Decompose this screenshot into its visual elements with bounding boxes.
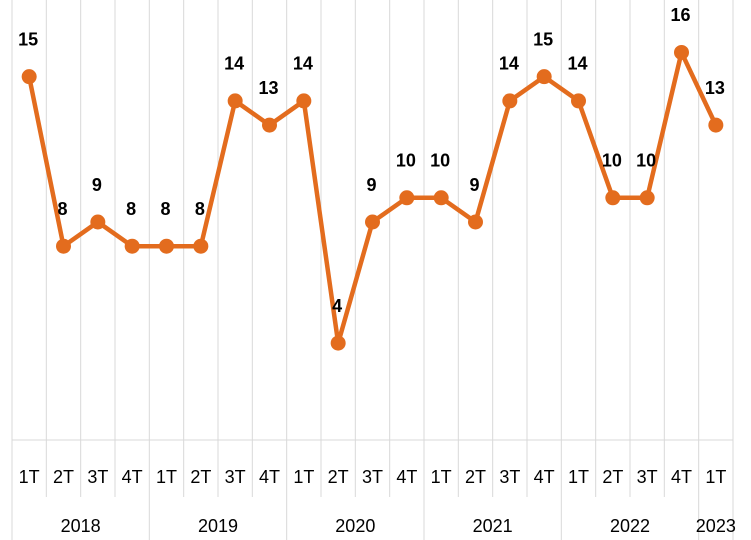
data-label: 14 — [567, 54, 587, 74]
marker — [571, 93, 586, 109]
x-tick-label: 1T — [156, 467, 177, 487]
x-tick-label: 1T — [19, 467, 40, 487]
marker — [468, 214, 483, 230]
marker — [124, 238, 140, 254]
marker — [639, 190, 655, 206]
x-tick-label: 3T — [225, 467, 246, 487]
data-label: 16 — [670, 5, 690, 25]
data-label: 13 — [705, 78, 725, 98]
x-tick-label: 4T — [671, 467, 692, 487]
x-tick-label: 3T — [362, 467, 383, 487]
marker — [399, 190, 415, 206]
x-tick-label: 1T — [431, 467, 452, 487]
x-group-label: 2022 — [610, 516, 650, 536]
data-label: 8 — [160, 199, 170, 219]
data-label: 10 — [602, 151, 622, 171]
data-label: 15 — [18, 29, 38, 49]
x-tick-label: 2T — [190, 467, 211, 487]
marker — [296, 93, 312, 109]
data-label: 9 — [92, 175, 102, 195]
data-label: 13 — [258, 78, 278, 98]
marker — [708, 117, 724, 133]
x-tick-label: 4T — [122, 467, 143, 487]
x-group-label: 2020 — [335, 516, 375, 536]
data-label: 14 — [224, 54, 244, 74]
data-label: 8 — [57, 199, 67, 219]
marker — [605, 190, 621, 206]
x-tick-label: 1T — [293, 467, 314, 487]
data-label: 4 — [332, 296, 342, 316]
x-tick-label: 4T — [259, 467, 280, 487]
x-tick-label: 4T — [396, 467, 417, 487]
marker — [365, 214, 380, 230]
x-tick-label: 3T — [87, 467, 108, 487]
data-label: 8 — [195, 199, 205, 219]
data-label: 14 — [499, 54, 519, 74]
data-label: 14 — [293, 54, 313, 74]
data-label: 15 — [533, 29, 553, 49]
marker — [262, 117, 277, 133]
data-label: 10 — [636, 151, 656, 171]
marker — [536, 69, 552, 85]
data-label: 10 — [396, 151, 416, 171]
marker — [193, 238, 209, 254]
marker — [674, 44, 689, 60]
data-label: 10 — [430, 151, 450, 171]
x-tick-label: 4T — [534, 467, 555, 487]
marker — [21, 69, 37, 85]
data-label: 9 — [469, 175, 479, 195]
marker — [433, 190, 449, 206]
marker — [56, 238, 71, 254]
x-group-label: 2019 — [198, 516, 238, 536]
marker — [159, 238, 174, 254]
x-tick-label: 1T — [705, 467, 726, 487]
x-tick-label: 1T — [568, 467, 589, 487]
x-tick-label: 2T — [602, 467, 623, 487]
marker — [330, 335, 346, 351]
x-tick-label: 2T — [328, 467, 349, 487]
x-group-label: 2023 — [696, 516, 736, 536]
marker — [90, 214, 106, 230]
x-tick-label: 2T — [53, 467, 74, 487]
x-tick-label: 3T — [499, 467, 520, 487]
data-label: 8 — [126, 199, 136, 219]
x-tick-label: 2T — [465, 467, 486, 487]
marker — [502, 93, 518, 109]
data-label: 9 — [366, 175, 376, 195]
x-group-label: 2018 — [61, 516, 101, 536]
x-tick-label: 3T — [637, 467, 658, 487]
marker — [227, 93, 243, 109]
x-group-label: 2021 — [473, 516, 513, 536]
